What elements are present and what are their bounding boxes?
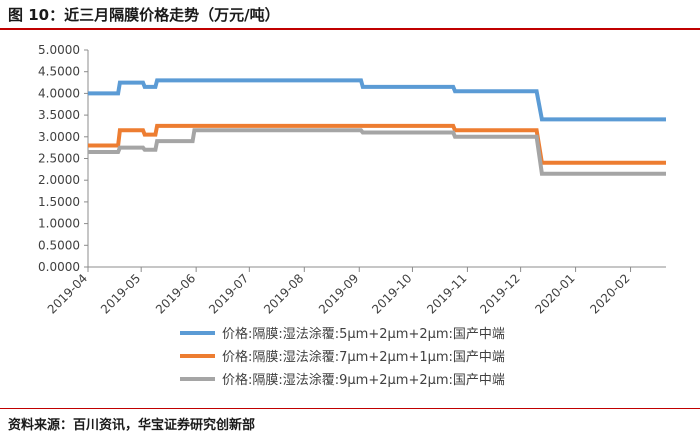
y-tick-label: 5.0000 [38, 43, 80, 57]
y-axis: 5.0000 4.5000 4.0000 3.5000 3.0000 2.5000 2.00… [38, 43, 89, 274]
x-tick-label: 2019-12 [477, 271, 522, 316]
title-divider [0, 28, 700, 30]
x-tick-label: 2019-05 [98, 271, 143, 316]
figure-title: 图 10：近三月隔膜价格走势（万元/吨） [8, 6, 280, 24]
x-tick-label: 2019-09 [316, 271, 361, 316]
x-tick-label: 2019-08 [261, 271, 306, 316]
line-chart: 5.0000 4.5000 4.0000 3.5000 3.0000 2.5000 2.00… [38, 43, 666, 388]
y-tick-label: 0.5000 [38, 238, 80, 252]
legend-label: 价格:隔膜:湿法涂覆:9μm+2μm+2μm:国产中端 [222, 372, 505, 388]
x-tick-label: 2019-07 [206, 271, 251, 316]
y-tick-label: 1.0000 [38, 217, 80, 231]
series-line [88, 78, 666, 122]
x-tick-label: 2019-11 [424, 271, 469, 316]
y-tick-label: 1.5000 [38, 195, 80, 209]
x-tick-label: 2019-06 [153, 271, 198, 316]
y-tick-label: 2.5000 [38, 152, 80, 166]
series-layer [88, 78, 666, 176]
legend-label: 价格:隔膜:湿法涂覆:7μm+2μm+1μm:国产中端 [222, 349, 505, 365]
x-tick-label: 2019-04 [45, 271, 90, 316]
legend: 价格:隔膜:湿法涂覆:5μm+2μm+2μm:国产中端价格:隔膜:湿法涂覆:7μ… [180, 326, 505, 388]
y-tick-label: 3.0000 [38, 130, 80, 144]
y-tick-label: 2.0000 [38, 173, 80, 187]
legend-label: 价格:隔膜:湿法涂覆:5μm+2μm+2μm:国产中端 [222, 326, 505, 342]
x-axis: 2019-04 2019-05 2019-06 2019-07 2019-08 2019-… [45, 266, 666, 317]
x-tick-label: 2020-02 [587, 271, 632, 316]
source-divider [0, 408, 700, 409]
y-tick-label: 4.0000 [38, 86, 80, 100]
y-tick-label: 4.5000 [38, 65, 80, 79]
source-note: 资料来源：百川资讯，华宝证券研究创新部 [8, 418, 256, 433]
y-tick-label: 0.0000 [38, 260, 80, 274]
y-tick-label: 3.5000 [38, 108, 80, 122]
x-tick-label: 2019-10 [369, 271, 414, 316]
x-tick-label: 2020-01 [532, 271, 577, 316]
series-line [88, 128, 666, 176]
